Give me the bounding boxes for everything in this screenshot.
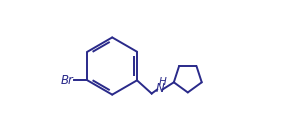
Text: N: N [155,82,164,95]
Text: Br: Br [61,74,73,87]
Text: H: H [158,77,166,87]
